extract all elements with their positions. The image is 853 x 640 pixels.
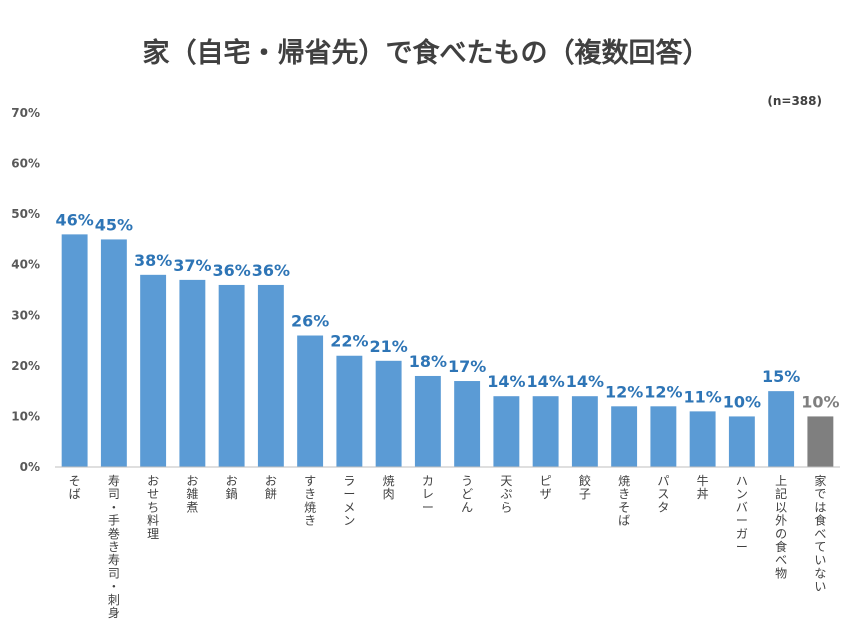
y-tick-label: 50% [11, 207, 40, 221]
bar [61, 234, 88, 467]
sample-size-note: (n=388) [767, 94, 822, 108]
category-label: 焼きそば [618, 474, 630, 528]
category-label: そば [69, 474, 81, 501]
y-tick-label: 40% [11, 258, 40, 272]
bar [571, 396, 598, 467]
data-label: 15% [762, 367, 800, 386]
y-tick-label: 0% [20, 460, 40, 474]
category-label: カレー [422, 474, 434, 514]
bar [140, 274, 167, 467]
category-label: 上記以外の食べ物 [775, 474, 787, 580]
bar [728, 416, 755, 467]
data-label: 37% [173, 256, 211, 275]
data-label: 14% [566, 372, 604, 391]
data-label: 36% [252, 261, 290, 280]
category-label: 焼肉 [383, 474, 395, 501]
category-label: 餃子 [579, 473, 591, 501]
category-label: うどん [461, 474, 473, 514]
category-label: ピザ [540, 474, 552, 501]
bar [807, 416, 834, 467]
bar [493, 396, 520, 467]
category-label: ハンバーガー [736, 474, 748, 554]
bar [650, 406, 677, 467]
y-tick-label: 10% [11, 409, 40, 423]
data-label: 12% [644, 382, 682, 401]
data-label: 21% [369, 337, 407, 356]
data-label: 46% [55, 210, 93, 229]
y-tick-label: 30% [11, 308, 40, 322]
bar [611, 406, 638, 467]
category-label: お雑煮 [186, 474, 198, 514]
bar [100, 239, 127, 467]
bar [218, 284, 245, 467]
y-tick-label: 70% [11, 106, 40, 120]
data-label: 26% [291, 312, 329, 331]
bars [61, 234, 834, 467]
bar [454, 381, 481, 467]
category-label: すき焼き [304, 474, 316, 528]
data-label: 11% [683, 387, 721, 406]
y-tick-label: 60% [11, 157, 40, 171]
data-label: 45% [95, 215, 133, 234]
bar [375, 360, 402, 467]
y-tick-label: 20% [11, 359, 40, 373]
category-label: ラーメン [343, 474, 355, 528]
data-label: 22% [330, 332, 368, 351]
chart-title: 家（自宅・帰省先）で食べたもの（複数回答） [143, 37, 710, 69]
category-label: 家では食べていない [814, 473, 826, 594]
y-axis: 0% 10% 20% 30% 40% 50% 60% 70% [11, 106, 40, 474]
data-label: 10% [801, 392, 839, 411]
bar [179, 279, 206, 467]
bar [689, 411, 716, 467]
data-label: 12% [605, 382, 643, 401]
bar [414, 375, 441, 467]
category-label: お鍋 [226, 474, 238, 501]
category-label: 寿司・手巻き寿司・刺身 [108, 474, 120, 620]
data-label: 38% [134, 251, 172, 270]
category-label: お餅 [265, 474, 277, 501]
data-label: 14% [487, 372, 525, 391]
category-label: 天ぷら [500, 474, 512, 514]
data-label: 10% [723, 392, 761, 411]
category-label: 牛丼 [697, 473, 709, 501]
data-label: 18% [409, 352, 447, 371]
category-label: おせち料理 [147, 474, 159, 541]
bar [336, 355, 363, 467]
bar [257, 284, 284, 467]
bar [532, 396, 559, 467]
data-label: 17% [448, 357, 486, 376]
data-label: 36% [212, 261, 250, 280]
bar [297, 335, 324, 467]
category-label: パスタ [657, 474, 669, 514]
data-label: 14% [526, 372, 564, 391]
bar [768, 391, 795, 467]
data-labels: 46% 45%38% 37% 36% 36%26%22% 21%18% 17%14% 14% 1… [55, 210, 839, 411]
